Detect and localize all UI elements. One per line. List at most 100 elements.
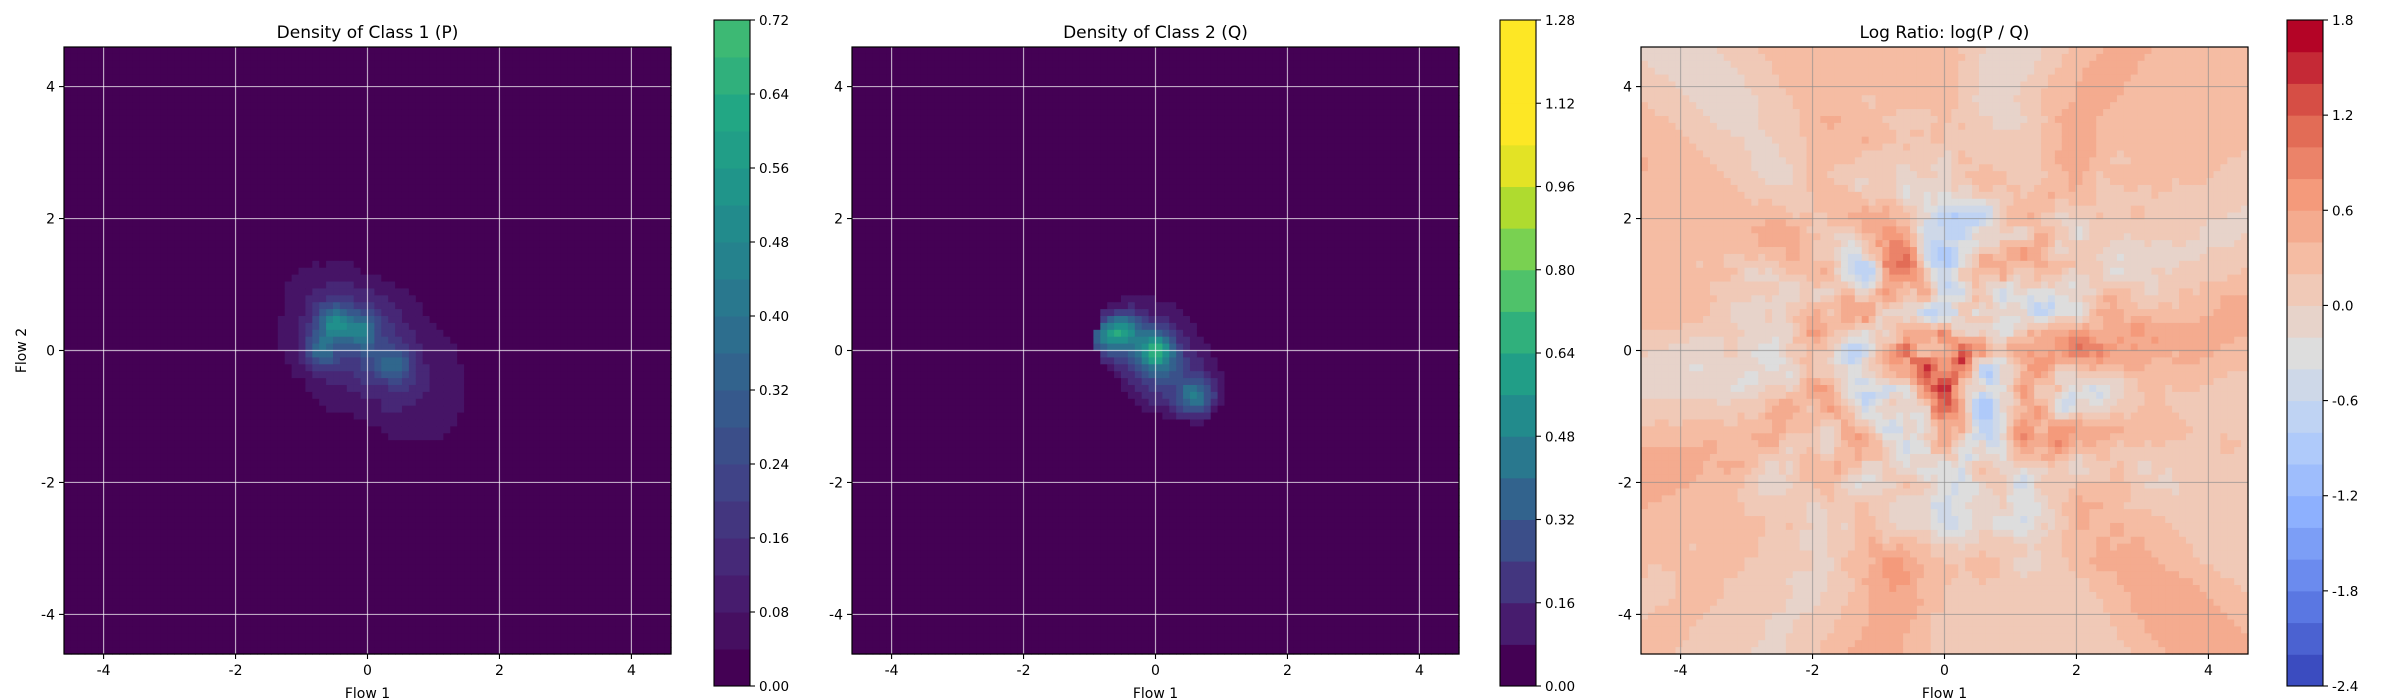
heatmap-cell [347, 282, 355, 290]
heatmap-cell [202, 261, 210, 269]
heatmap-cell [161, 351, 169, 359]
heatmap-cell [374, 475, 382, 483]
heatmap-cell [395, 54, 403, 62]
heatmap-cell [181, 323, 189, 331]
heatmap-cell [368, 330, 376, 338]
heatmap-cell [188, 571, 196, 579]
heatmap-cell [285, 557, 293, 565]
heatmap-cell [285, 530, 293, 538]
heatmap-cell [209, 164, 217, 172]
heatmap-cell [347, 206, 355, 214]
heatmap-cell [354, 233, 362, 241]
heatmap-cell [312, 68, 320, 76]
heatmap-cell [326, 95, 334, 103]
heatmap-cell [223, 585, 231, 593]
heatmap-cell [112, 302, 120, 310]
heatmap-cell [354, 378, 362, 386]
heatmap-cell [299, 323, 307, 331]
heatmap-cell [188, 323, 196, 331]
heatmap-cell [209, 109, 217, 117]
heatmap-cell [374, 295, 382, 303]
heatmap-cell [250, 261, 257, 269]
heatmap-cell [188, 406, 196, 414]
heatmap-cell [133, 61, 141, 69]
heatmap-cell [140, 392, 148, 400]
heatmap-cell [416, 337, 424, 345]
heatmap-cell [133, 440, 141, 448]
heatmap-cell [423, 599, 431, 607]
heatmap-cell [416, 419, 424, 427]
heatmap-cell [223, 150, 231, 158]
heatmap-cell [271, 551, 279, 559]
heatmap-cell [195, 419, 203, 427]
heatmap-cell [450, 406, 458, 414]
heatmap-cell [140, 95, 148, 103]
heatmap-cell [78, 137, 86, 145]
heatmap-cell [126, 392, 134, 400]
heatmap-cell [319, 585, 327, 593]
heatmap-cell [188, 537, 196, 545]
heatmap-cell [71, 392, 79, 400]
heatmap-cell [71, 620, 79, 628]
heatmap-cell [126, 564, 134, 572]
heatmap-cell [119, 316, 127, 324]
heatmap-cell [181, 61, 189, 69]
heatmap-cell [243, 599, 251, 607]
heatmap-cell [368, 240, 376, 248]
heatmap-cell [278, 447, 286, 455]
heatmap-cell [271, 164, 279, 172]
heatmap-cell [243, 357, 251, 365]
heatmap-cell [161, 440, 169, 448]
heatmap-cell [209, 426, 217, 434]
heatmap-cell [209, 337, 217, 345]
heatmap-cell [292, 351, 300, 359]
heatmap-cell [243, 116, 251, 124]
heatmap-cell [292, 309, 300, 317]
heatmap-cell [292, 54, 300, 62]
heatmap-cell [71, 144, 79, 152]
heatmap-cell [243, 633, 251, 641]
heatmap-cell [430, 551, 438, 559]
heatmap-cell [92, 433, 100, 441]
heatmap-cell [326, 254, 334, 262]
heatmap-cell [416, 633, 424, 641]
heatmap-cell [195, 371, 203, 379]
heatmap-cell [285, 426, 293, 434]
heatmap-cell [140, 419, 148, 427]
heatmap-cell [264, 254, 272, 262]
heatmap-cell [216, 454, 224, 462]
heatmap-cell [299, 502, 307, 510]
heatmap-cell [195, 509, 203, 517]
heatmap-cell [347, 199, 355, 207]
heatmap-cell [443, 406, 451, 414]
heatmap-cell [167, 468, 175, 476]
heatmap-cell [188, 302, 196, 310]
heatmap-cell [98, 150, 106, 158]
heatmap-cell [250, 206, 257, 214]
heatmap-cell [126, 406, 134, 414]
heatmap-cell [133, 530, 141, 538]
heatmap-cell [347, 261, 355, 269]
heatmap-cell [85, 578, 93, 586]
heatmap-cell [216, 488, 224, 496]
heatmap-cell [216, 54, 224, 62]
heatmap-cell [71, 288, 79, 296]
heatmap-cell [395, 95, 403, 103]
heatmap-cell [271, 433, 279, 441]
heatmap-cell [264, 330, 272, 338]
heatmap-cell [347, 109, 355, 117]
heatmap-cell [92, 454, 100, 462]
heatmap-cell [368, 509, 376, 517]
heatmap-cell [285, 413, 293, 421]
heatmap-cell [409, 502, 417, 510]
heatmap-cell [250, 633, 257, 641]
heatmap-cell [64, 116, 72, 124]
heatmap-cell [112, 75, 120, 83]
heatmap-cell [436, 406, 444, 414]
heatmap-cell [312, 81, 320, 89]
heatmap-cell [154, 47, 162, 55]
heatmap-cell [119, 233, 127, 241]
heatmap-cell [140, 275, 148, 283]
heatmap-cell [292, 282, 300, 290]
heatmap-cell [154, 551, 162, 559]
